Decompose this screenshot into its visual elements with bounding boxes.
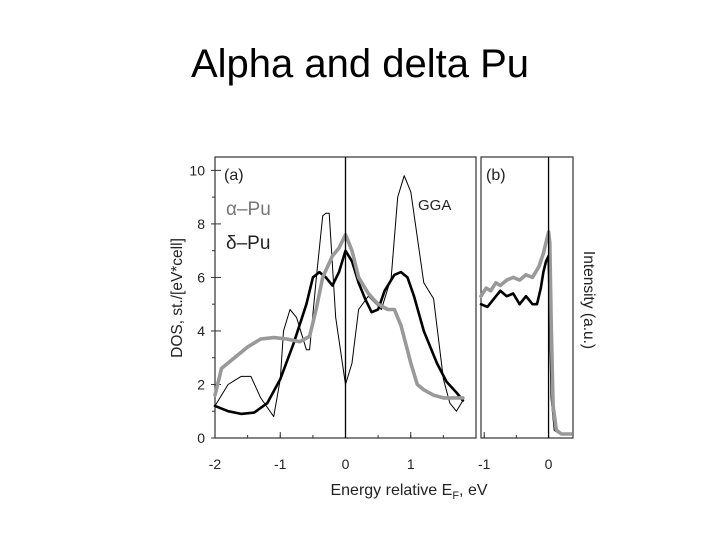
x-tick-label: -1	[478, 456, 491, 472]
x-tick-label: -1	[274, 456, 287, 472]
series-line-0-2	[213, 232, 465, 400]
panel-a-series	[213, 175, 465, 418]
slide-title: Alpha and delta Pu	[190, 42, 530, 86]
legend-alpha-pu: α–Pu	[226, 199, 271, 220]
intensity-axis-label: Intensity (a.u.)	[580, 251, 597, 349]
y-tick-label: 4	[197, 323, 205, 339]
x-tick-label: 1	[407, 456, 415, 472]
x-tick-label: 0	[342, 456, 350, 472]
x-axis-label: Energy relative EF, eV	[330, 482, 487, 502]
y-axis-label: DOS, st./[eV*cell]	[169, 238, 186, 358]
panel-b-series	[479, 230, 573, 436]
y-tick-label: 2	[197, 376, 205, 392]
panel-b-label: (b)	[486, 167, 506, 184]
y-tick-label: 0	[197, 430, 205, 446]
x-tick-label: -2	[209, 456, 222, 472]
series-line-1-1	[479, 230, 573, 436]
legend-delta-pu: δ–Pu	[226, 233, 270, 254]
series-line-0-0	[214, 175, 464, 418]
gga-annotation: GGA	[418, 197, 451, 214]
y-tick-label: 8	[197, 216, 205, 232]
y-tick-label: 6	[197, 269, 205, 285]
x-tick-label: 0	[545, 456, 553, 472]
y-tick-label: 10	[189, 162, 205, 178]
panel-a-label: (a)	[224, 167, 244, 184]
series-line-0-1	[213, 249, 465, 416]
